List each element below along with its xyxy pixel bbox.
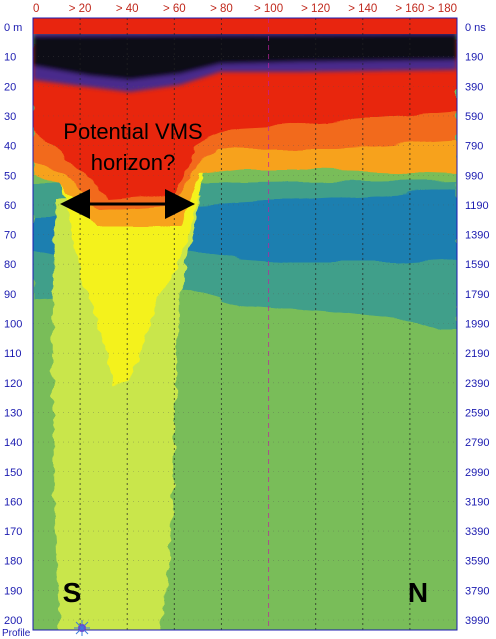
yellowgreen-plume <box>52 195 200 630</box>
right-tick-label: 3590 <box>465 556 489 568</box>
grid-lines <box>33 18 457 630</box>
left-tick-label: 0 m <box>4 22 22 34</box>
top-tick-label: > 20 <box>69 3 92 15</box>
left-tick-label: 130 <box>4 407 22 419</box>
annotation-line1: Potential VMS <box>63 119 202 144</box>
left-tick-label: 40 <box>4 141 16 153</box>
right-tick-label: 1390 <box>465 230 489 242</box>
right-tick-label: 390 <box>465 81 483 93</box>
direction-north: N <box>408 577 428 608</box>
right-tick-label: 2590 <box>465 407 489 419</box>
right-tick-label: 3190 <box>465 496 489 508</box>
blue-layer <box>185 190 457 262</box>
top-red-strip <box>33 18 457 34</box>
right-tick-label: 1190 <box>465 200 489 212</box>
left-tick-label: 20 <box>4 81 16 93</box>
profile-label: Profile <box>2 628 31 639</box>
right-tick-label: 2990 <box>465 467 489 479</box>
annotation-line2: horizon? <box>91 150 175 175</box>
top-tick-label: > 120 <box>301 3 330 15</box>
right-tick-label: 3790 <box>465 585 489 597</box>
left-tick-label: 200 <box>4 615 22 627</box>
right-axis: 0 ns 190 390 590 790 990 1190 1390 1590 1790 1990 2… <box>465 22 489 627</box>
left-tick-label: 140 <box>4 437 22 449</box>
top-tick-label: > 180 <box>428 3 457 15</box>
top-axis: 0 > 20 > 40 > 60 > 80 > 100 > 120 > 140 > 160 > 1… <box>33 3 457 15</box>
left-tick-label: 150 <box>4 467 22 479</box>
top-tick-label: > 100 <box>254 3 283 15</box>
left-tick-label: 80 <box>4 259 16 271</box>
dark-layer <box>33 34 457 80</box>
right-tick-label: 0 ns <box>465 22 486 34</box>
right-tick-label: 790 <box>465 141 483 153</box>
profile-marker-icon[interactable] <box>74 620 90 636</box>
right-tick-label: 990 <box>465 170 483 182</box>
right-tick-label: 190 <box>465 52 483 64</box>
plot-border <box>32 17 458 631</box>
top-tick-label: > 40 <box>116 3 139 15</box>
left-tick-label: 170 <box>4 526 22 538</box>
top-tick-label: 0 <box>33 3 39 15</box>
left-axis: 0 m 10 20 30 40 50 60 70 80 90 100 110 120 130 140 150 1… <box>4 22 22 627</box>
right-tick-label: 2190 <box>465 348 489 360</box>
right-tick-label: 3990 <box>465 615 489 627</box>
right-tick-label: 1590 <box>465 259 489 271</box>
left-tick-label: 30 <box>4 111 16 123</box>
left-tick-label: 180 <box>4 556 22 568</box>
left-tick-label: 90 <box>4 289 16 301</box>
blue-layer-left <box>33 215 60 255</box>
left-tick-label: 60 <box>4 200 16 212</box>
left-tick-label: 100 <box>4 319 22 331</box>
top-tick-label: > 80 <box>210 3 233 15</box>
right-tick-label: 3390 <box>465 526 489 538</box>
left-tick-label: 110 <box>4 348 22 360</box>
right-tick-label: 590 <box>465 111 483 123</box>
radargram-image <box>33 18 457 630</box>
left-tick-label: 10 <box>4 52 16 64</box>
right-tick-label: 1790 <box>465 289 489 301</box>
top-tick-label: > 60 <box>163 3 186 15</box>
direction-south: S <box>63 577 82 608</box>
right-tick-label: 2790 <box>465 437 489 449</box>
right-tick-label: 2390 <box>465 378 489 390</box>
left-tick-label: 160 <box>4 496 22 508</box>
left-tick-label: 120 <box>4 378 22 390</box>
left-tick-label: 70 <box>4 230 16 242</box>
top-tick-label: > 160 <box>395 3 424 15</box>
left-tick-label: 190 <box>4 585 22 597</box>
top-tick-label: > 140 <box>348 3 377 15</box>
left-tick-label: 50 <box>4 170 16 182</box>
right-tick-label: 1990 <box>465 319 489 331</box>
